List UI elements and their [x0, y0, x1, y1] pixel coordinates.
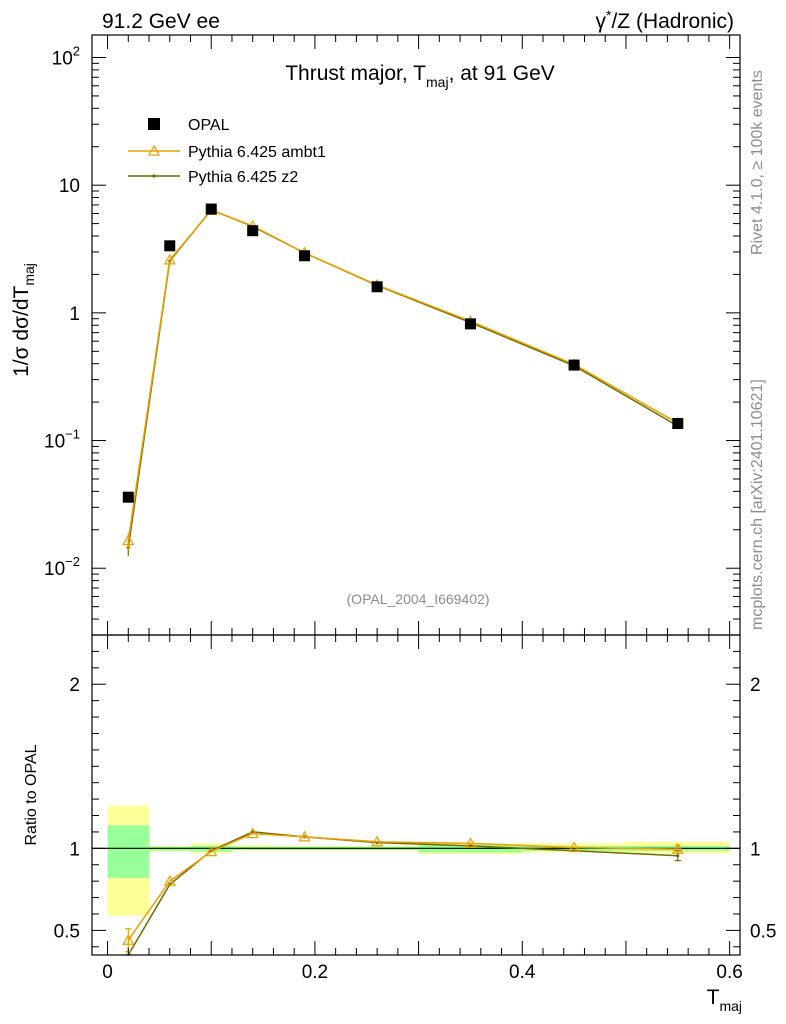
ratio-y-tick-label-right: 0.5	[750, 921, 776, 942]
y-tick-label: 10−2	[44, 554, 80, 580]
ratio-series-layer	[122, 827, 684, 956]
ratio-point-0	[371, 835, 384, 847]
analysis-watermark: (OPAL_2004_I669402)	[347, 591, 490, 607]
data-point-0	[122, 491, 134, 503]
ratio-y-tick-label-right: 2	[750, 675, 761, 696]
data-point-0	[247, 225, 259, 237]
y-tick-label: 1	[69, 304, 80, 325]
header-right-label: γ*/Z (Hadronic)	[596, 7, 734, 33]
series-line-2	[127, 209, 679, 548]
main-axis-ticks: 10−2 10−1 1 10 102	[44, 35, 740, 636]
ratio-panel: 0.5 0.5 1 1 2 2 0 0.2 0.4 0.6 Ratio to OPAL Tmaj	[23, 634, 776, 1014]
ratio-point-0	[163, 874, 176, 886]
x-axis-label: Tmaj	[707, 986, 742, 1014]
ratio-point-0	[205, 845, 218, 857]
legend-label-2: Pythia 6.425 z2	[188, 169, 298, 186]
main-panel: 10−2 10−1 1 10 102 Thrust major, Tmaj, at 91…	[10, 34, 741, 636]
ratio-point-0	[464, 837, 477, 849]
band-inner	[107, 825, 150, 878]
series-line-1	[127, 209, 679, 541]
ratio-axis-ticks: 0.5 0.5 1 1 2 2 0 0.2 0.4 0.6	[54, 635, 776, 983]
data-point-0	[371, 281, 383, 293]
data-point-1	[122, 534, 135, 546]
data-point-0	[464, 318, 476, 330]
data-point-0	[205, 203, 217, 215]
main-y-axis-label: 1/σ dσ/dTmaj	[10, 263, 37, 377]
data-point-0	[164, 240, 176, 252]
x-tick-label: 0.6	[716, 962, 742, 983]
y-tick-label: 10	[59, 176, 80, 197]
data-point-1	[163, 253, 176, 265]
ratio-line-0	[127, 832, 678, 941]
ratio-y-tick-label-left: 2	[69, 675, 80, 696]
ratio-point-0	[122, 933, 135, 945]
x-tick-label: 0.4	[509, 962, 536, 983]
header-left-label: 91.2 GeV ee	[102, 10, 220, 33]
legend-label-0: OPAL	[188, 117, 230, 134]
data-point-0	[672, 417, 684, 429]
legend: OPAL Pythia 6.425 ambt1 Pythia 6.425 z2	[128, 117, 326, 186]
ratio-point-0	[568, 841, 581, 853]
ratio-point-0	[246, 827, 259, 839]
data-point-0	[568, 359, 580, 371]
rivet-version-label: Rivet 4.1.0, ≥ 100k events	[749, 70, 766, 255]
ratio-uncertainty-bands	[107, 805, 730, 916]
x-tick-label: 0.2	[302, 962, 328, 983]
ratio-point-0	[298, 830, 311, 842]
ratio-y-tick-label-left: 0.5	[54, 921, 80, 942]
legend-marker-opal	[148, 118, 160, 130]
y-tick-label: 102	[52, 43, 80, 69]
y-tick-label: 10−1	[44, 427, 80, 453]
legend-marker-1	[147, 144, 161, 156]
mcplots-label: mcplots.cern.ch [arXiv:2401.10621]	[749, 379, 766, 630]
ratio-panel-frame	[91, 634, 741, 956]
ratio-point-0	[671, 842, 684, 854]
legend-label-1: Pythia 6.425 ambt1	[188, 144, 326, 161]
data-point-0	[299, 250, 311, 262]
ratio-y-tick-label-left: 1	[69, 839, 80, 860]
chart-title: Thrust major, Tmaj, at 91 GeV	[285, 62, 555, 90]
ratio-y-axis-label: Ratio to OPAL	[23, 744, 40, 845]
legend-marker-2	[152, 174, 156, 178]
ratio-y-tick-label-right: 1	[750, 839, 761, 860]
ratio-point-1	[468, 844, 473, 848]
main-series-layer	[122, 203, 684, 556]
ratio-point-1	[676, 854, 680, 858]
x-tick-label: 0	[102, 962, 113, 983]
